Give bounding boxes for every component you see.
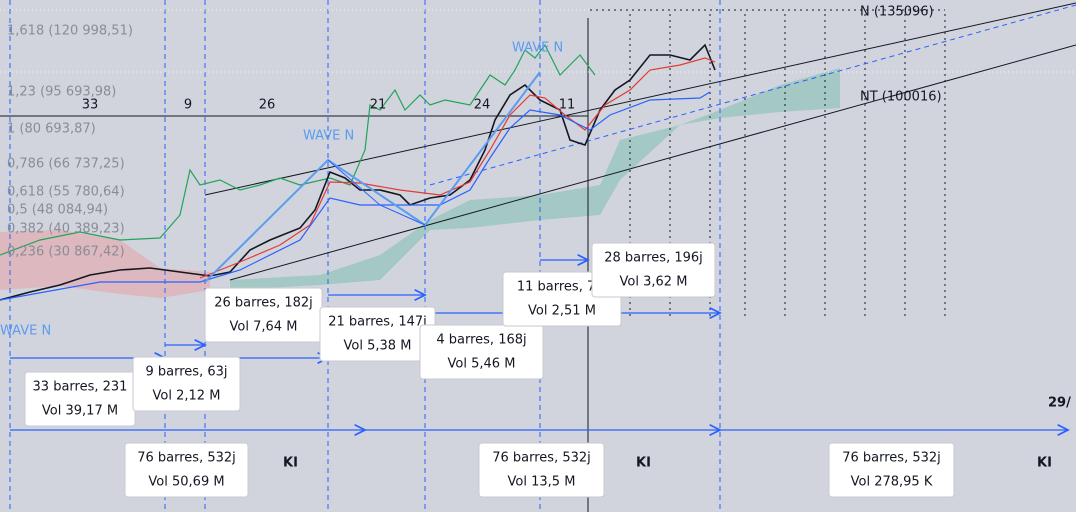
fib-label: 1,618 (120 998,51) bbox=[7, 24, 133, 39]
box-line: Vol 3,62 M bbox=[620, 275, 688, 290]
fib-label: 0,786 (66 737,25) bbox=[7, 157, 125, 172]
info-box bbox=[828, 442, 955, 498]
box-line: Vol 5,38 M bbox=[344, 339, 412, 354]
info-box bbox=[591, 242, 716, 298]
bar-count: 33 bbox=[82, 98, 99, 113]
box-line: 4 barres, 168j bbox=[436, 333, 526, 348]
bar-count: 21 bbox=[370, 98, 387, 113]
bar-count: 24 bbox=[474, 98, 491, 113]
fib-label: 0,382 (40 389,23) bbox=[7, 222, 125, 237]
date-label: 29/ bbox=[1048, 396, 1071, 411]
trend-label: NT (100016) bbox=[860, 90, 942, 105]
fib-label: 0,618 (55 780,64) bbox=[7, 185, 125, 200]
box-line: Vol 5,46 M bbox=[448, 357, 516, 372]
ki-label: KI bbox=[636, 456, 651, 471]
box-line: 11 barres, 77j bbox=[517, 280, 607, 295]
box-line: 26 barres, 182j bbox=[214, 296, 313, 311]
box-line: Vol 7,64 M bbox=[230, 320, 298, 335]
box-line: Vol 39,17 M bbox=[42, 404, 118, 419]
box-line: 33 barres, 231 bbox=[33, 380, 128, 395]
wave-label: WAVE N bbox=[512, 41, 563, 56]
box-line: 76 barres, 532j bbox=[492, 451, 591, 466]
box-line: 76 barres, 532j bbox=[137, 451, 236, 466]
fib-label: 1,23 (95 693,98) bbox=[7, 85, 116, 100]
box-line: 21 barres, 147j bbox=[328, 315, 427, 330]
box-line: Vol 2,51 M bbox=[528, 304, 596, 319]
box-line: 76 barres, 532j bbox=[842, 451, 941, 466]
box-line: Vol 50,69 M bbox=[148, 475, 224, 490]
bar-count: 9 bbox=[184, 98, 192, 113]
fib-label: 0,5 (48 084,94) bbox=[7, 203, 108, 218]
bar-count: 11 bbox=[559, 98, 576, 113]
ki-label: KI bbox=[1037, 456, 1052, 471]
box-line: Vol 13,5 M bbox=[508, 475, 576, 490]
bar-count: 26 bbox=[259, 98, 276, 113]
wave-label: WAVE N bbox=[0, 324, 51, 339]
info-box bbox=[478, 442, 605, 498]
wave-label: WAVE N bbox=[303, 129, 354, 144]
trend-label: N (135096) bbox=[860, 5, 934, 20]
box-line: Vol 278,95 K bbox=[851, 475, 933, 490]
box-line: 9 barres, 63j bbox=[146, 365, 228, 380]
box-line: 28 barres, 196j bbox=[604, 251, 703, 266]
box-line: Vol 2,12 M bbox=[153, 389, 221, 404]
info-box bbox=[124, 442, 249, 498]
ki-label: KI bbox=[283, 456, 298, 471]
fib-label: 1 (80 693,87) bbox=[7, 122, 96, 137]
info-box bbox=[419, 324, 544, 380]
info-box bbox=[132, 356, 241, 412]
fib-label: 0,236 (30 867,42) bbox=[7, 245, 125, 260]
